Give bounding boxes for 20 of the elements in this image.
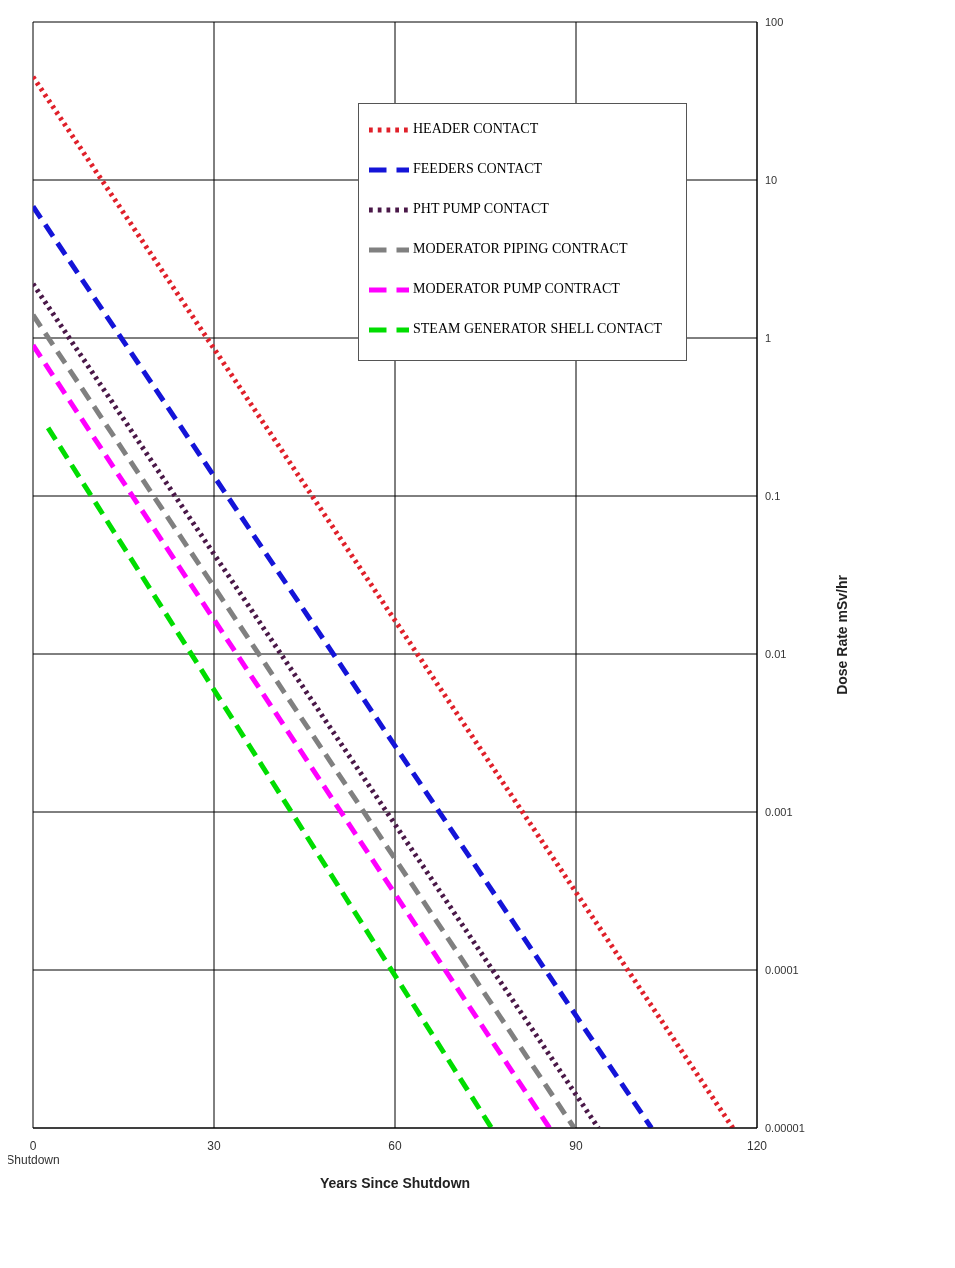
y-tick-label: 1 bbox=[765, 331, 772, 344]
legend-label: PHT PUMP CONTACT bbox=[413, 201, 549, 217]
x-tick-label: 30 bbox=[207, 1139, 221, 1153]
legend-label: HEADER CONTACT bbox=[413, 121, 539, 137]
x-tick-label: 90 bbox=[569, 1139, 583, 1153]
x-tick-label: 120 bbox=[746, 1139, 768, 1153]
y-tick-label: 0.01 bbox=[765, 647, 787, 660]
x-tick-label: 60 bbox=[388, 1139, 402, 1153]
legend-label: MODERATOR PIPING CONTRACT bbox=[413, 241, 628, 257]
y-tick-label: 0.00001 bbox=[765, 1121, 805, 1134]
y-tick-label: 0.0001 bbox=[765, 963, 799, 976]
legend-label: FEEDERS CONTACT bbox=[413, 161, 543, 177]
y-tick-label: 0.1 bbox=[765, 489, 781, 502]
x-axis-title: Years Since Shutdown bbox=[319, 1175, 471, 1191]
legend-label: MODERATOR PUMP CONTRACT bbox=[413, 281, 620, 297]
y-tick-label: 0.001 bbox=[765, 805, 793, 818]
y-axis-title: Dose Rate mSv/hr bbox=[833, 574, 850, 695]
y-tick-label: 100 bbox=[765, 15, 784, 28]
y-tick-label: 10 bbox=[765, 173, 778, 186]
legend-label: STEAM GENERATOR SHELL CONTACT bbox=[413, 321, 662, 337]
